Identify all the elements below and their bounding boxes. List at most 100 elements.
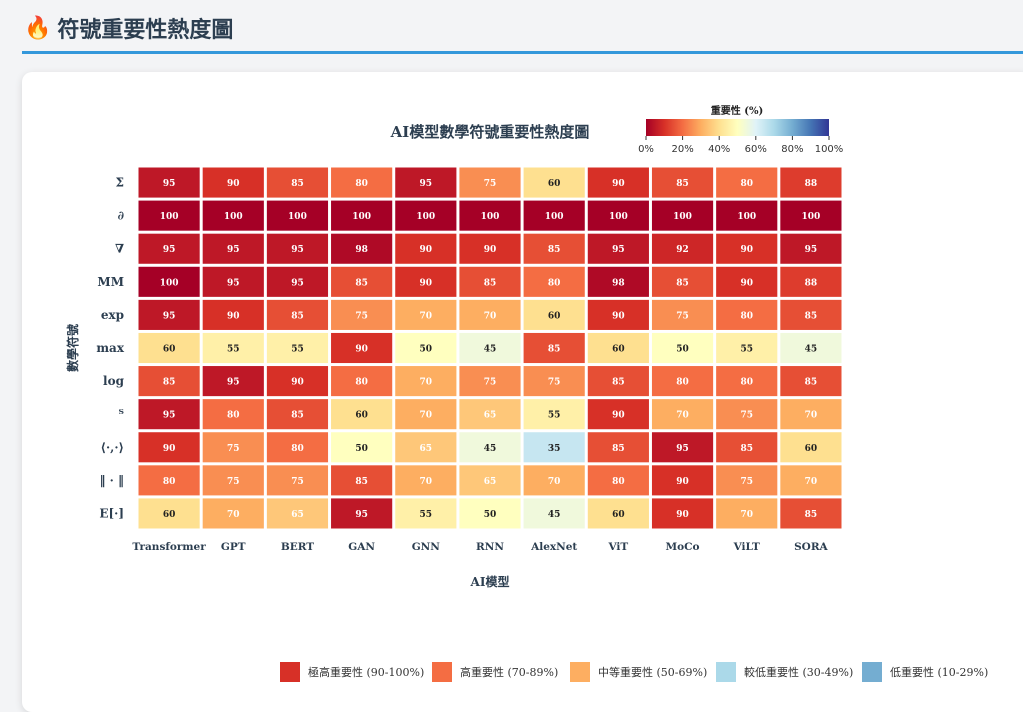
heatmap-cell bbox=[202, 200, 264, 231]
heatmap-cell bbox=[587, 399, 649, 430]
heatmap-cell bbox=[266, 498, 329, 529]
heatmap-cell bbox=[331, 332, 393, 364]
heatmap-cell bbox=[459, 366, 521, 397]
heatmap-cell bbox=[202, 366, 264, 397]
y-tick-label: E[·] bbox=[99, 506, 124, 520]
x-tick-label: RNN bbox=[476, 541, 504, 553]
heatmap-cell bbox=[266, 465, 329, 496]
heatmap-cell bbox=[523, 200, 585, 231]
cell-value-label: 90 bbox=[612, 411, 625, 421]
cell-value-label: 80 bbox=[740, 179, 753, 189]
cell-value-label: 85 bbox=[805, 311, 818, 321]
cell-value-label: 85 bbox=[355, 477, 368, 487]
y-tick-label: ⟨·,·⟩ bbox=[100, 440, 124, 454]
heatmap-cell bbox=[266, 167, 329, 198]
heatmap-cell bbox=[523, 266, 585, 297]
colorbar-tick-label: 20% bbox=[671, 144, 693, 155]
cell-value-label: 85 bbox=[805, 378, 818, 388]
heatmap-cell bbox=[716, 465, 778, 496]
x-tick-label: GPT bbox=[221, 541, 246, 553]
cell-value-label: 90 bbox=[355, 345, 368, 355]
colorbar-tick-label: 60% bbox=[745, 144, 767, 155]
y-tick-label: ‖ · ‖ bbox=[99, 473, 124, 487]
cell-value-label: 45 bbox=[484, 444, 497, 454]
cell-value-label: 95 bbox=[291, 245, 304, 255]
cell-value-label: 50 bbox=[355, 444, 368, 454]
heatmap-cell bbox=[523, 299, 585, 330]
heatmap-cell bbox=[459, 432, 521, 463]
heatmap-cell bbox=[202, 332, 264, 364]
cell-value-label: 90 bbox=[227, 179, 240, 189]
heatmap-cell bbox=[587, 200, 649, 231]
heatmap-cell bbox=[331, 465, 393, 496]
heatmap-cell bbox=[138, 366, 200, 397]
legend-item: 極高重要性 (90-100%) bbox=[280, 662, 424, 682]
cell-value-label: 95 bbox=[805, 245, 818, 255]
cell-value-label: 95 bbox=[227, 245, 240, 255]
cell-value-label: 100 bbox=[160, 278, 179, 288]
heatmap-cell bbox=[651, 299, 714, 330]
heatmap-cell bbox=[459, 399, 521, 430]
heatmap-cell bbox=[138, 465, 200, 496]
cell-value-label: 45 bbox=[548, 510, 561, 520]
cell-value-label: 55 bbox=[740, 345, 753, 355]
heatmap-cell bbox=[587, 167, 649, 198]
heatmap-cell bbox=[587, 332, 649, 364]
cell-value-label: 95 bbox=[355, 510, 368, 520]
y-tick-label: max bbox=[96, 341, 124, 355]
heatmap-cell bbox=[523, 465, 585, 496]
x-tick-label: BERT bbox=[281, 541, 314, 553]
cell-value-label: 100 bbox=[545, 212, 564, 222]
heatmap-cell bbox=[266, 233, 329, 264]
heatmap-cell bbox=[459, 465, 521, 496]
cell-value-label: 60 bbox=[612, 510, 625, 520]
heatmap-cell bbox=[138, 233, 200, 264]
heatmap-cell bbox=[459, 498, 521, 529]
x-axis-title: AI模型 bbox=[470, 574, 510, 589]
cell-value-label: 60 bbox=[612, 345, 625, 355]
cell-value-label: 35 bbox=[548, 444, 561, 454]
heatmap-cell bbox=[459, 299, 521, 330]
cell-value-label: 75 bbox=[740, 411, 753, 421]
heatmap-cell bbox=[587, 465, 649, 496]
heatmap-cell bbox=[716, 432, 778, 463]
cell-value-label: 95 bbox=[163, 179, 176, 189]
heatmap-cell bbox=[266, 399, 329, 430]
cell-value-label: 55 bbox=[548, 411, 561, 421]
heatmap-cell bbox=[780, 498, 842, 529]
heatmap-cell bbox=[331, 432, 393, 463]
heatmap-cell bbox=[395, 200, 457, 231]
heatmap-cell bbox=[138, 498, 200, 529]
heatmap-cell bbox=[780, 200, 842, 231]
cell-value-label: 98 bbox=[355, 245, 368, 255]
cell-value-label: 90 bbox=[163, 444, 176, 454]
heatmap-cell bbox=[266, 432, 329, 463]
cell-value-label: 75 bbox=[227, 477, 240, 487]
y-axis-title: 數學符號 bbox=[65, 324, 80, 372]
cell-value-label: 95 bbox=[227, 278, 240, 288]
y-tick-label: MM bbox=[97, 275, 124, 289]
cell-value-label: 60 bbox=[548, 179, 561, 189]
heatmap-cell bbox=[138, 299, 200, 330]
heatmap-cell bbox=[780, 299, 842, 330]
cell-value-label: 75 bbox=[355, 311, 368, 321]
heatmap-cell bbox=[780, 366, 842, 397]
colorbar-tick-label: 100% bbox=[815, 144, 844, 155]
cell-value-label: 45 bbox=[805, 345, 818, 355]
heatmap-cell bbox=[459, 266, 521, 297]
heatmap-cell bbox=[716, 233, 778, 264]
cell-value-label: 100 bbox=[160, 212, 179, 222]
heatmap-cell bbox=[716, 498, 778, 529]
cell-value-label: 60 bbox=[548, 311, 561, 321]
heatmap-cell bbox=[138, 167, 200, 198]
cell-value-label: 55 bbox=[227, 345, 240, 355]
colorbar-tick-label: 40% bbox=[708, 144, 730, 155]
heatmap-cell bbox=[331, 200, 393, 231]
x-tick-label: GNN bbox=[412, 541, 441, 553]
heatmap-cell bbox=[780, 432, 842, 463]
heatmap-cell bbox=[780, 332, 842, 364]
heatmap-cell bbox=[716, 266, 778, 297]
legend-label: 較低重要性 (30-49%) bbox=[744, 666, 854, 679]
heatmap-cell bbox=[523, 366, 585, 397]
